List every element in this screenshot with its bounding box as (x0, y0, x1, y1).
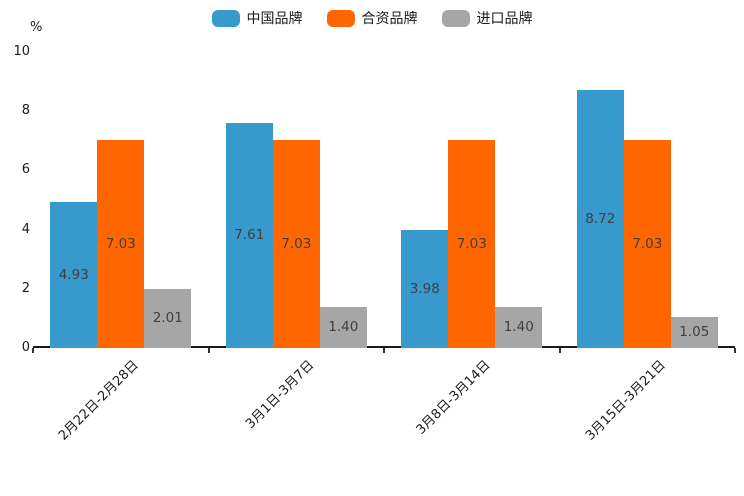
x-axis-category-label: 2月22日-2月28日 (56, 357, 143, 444)
bar (272, 139, 320, 348)
y-axis-tick-label: 0 (21, 340, 30, 355)
bar-value-label: 7.03 (456, 235, 487, 252)
legend-item-joint-venture-brand: 合资品牌 (326, 8, 418, 28)
bar-value-label: 3.98 (409, 281, 440, 298)
x-axis-category-label: 3月8日-3月14日 (413, 357, 494, 438)
x-axis-tick (383, 348, 385, 353)
y-axis-tick-label: 8 (21, 103, 30, 119)
bar (144, 288, 192, 348)
x-axis-line (33, 346, 735, 348)
legend: 中国品牌 合资品牌 进口品牌 (0, 8, 744, 28)
bar (225, 122, 273, 348)
x-axis-category-label: 3月15日-3月21日 (582, 357, 669, 444)
bar-value-label: 2.01 (152, 310, 183, 327)
legend-item-china-brand: 中国品牌 (211, 8, 303, 28)
legend-item-imported-brand: 进口品牌 (441, 8, 533, 28)
x-axis-tick (734, 348, 736, 353)
bar (495, 306, 543, 348)
legend-swatch (211, 9, 240, 27)
legend-label: 进口品牌 (476, 11, 533, 27)
y-axis-tick-label: 4 (21, 221, 30, 237)
bar (97, 139, 145, 348)
y-axis-tick-label: 6 (21, 162, 30, 178)
bar (623, 139, 671, 348)
x-axis-category-label: 3月1日-3月7日 (243, 357, 318, 432)
bar (50, 202, 98, 348)
y-axis-tick-label: 2 (21, 280, 30, 296)
x-axis-tick (558, 348, 561, 353)
bar-value-label: 4.93 (58, 267, 89, 284)
legend-swatch (326, 9, 355, 27)
bar (319, 306, 367, 348)
legend-swatch (441, 9, 470, 27)
bar-value-label: 7.03 (632, 235, 663, 252)
legend-label: 合资品牌 (361, 11, 418, 27)
x-axis-tick (32, 348, 34, 353)
y-axis-tick-label: 10 (13, 44, 30, 59)
bar-value-label: 1.40 (328, 319, 359, 336)
bar-value-label: 7.61 (234, 227, 265, 244)
legend-label: 中国品牌 (246, 11, 303, 27)
bar (401, 230, 449, 348)
bar-value-label: 7.03 (105, 235, 136, 252)
bar-value-label: 7.03 (281, 235, 312, 252)
bar-value-label: 8.72 (585, 210, 616, 227)
bar-value-label: 1.05 (679, 324, 710, 341)
bar (576, 89, 624, 348)
y-axis-unit-label: % (30, 20, 43, 35)
bar (448, 139, 496, 348)
bar-value-label: 1.40 (503, 319, 534, 336)
x-axis-tick (207, 348, 210, 353)
bar (670, 316, 718, 348)
